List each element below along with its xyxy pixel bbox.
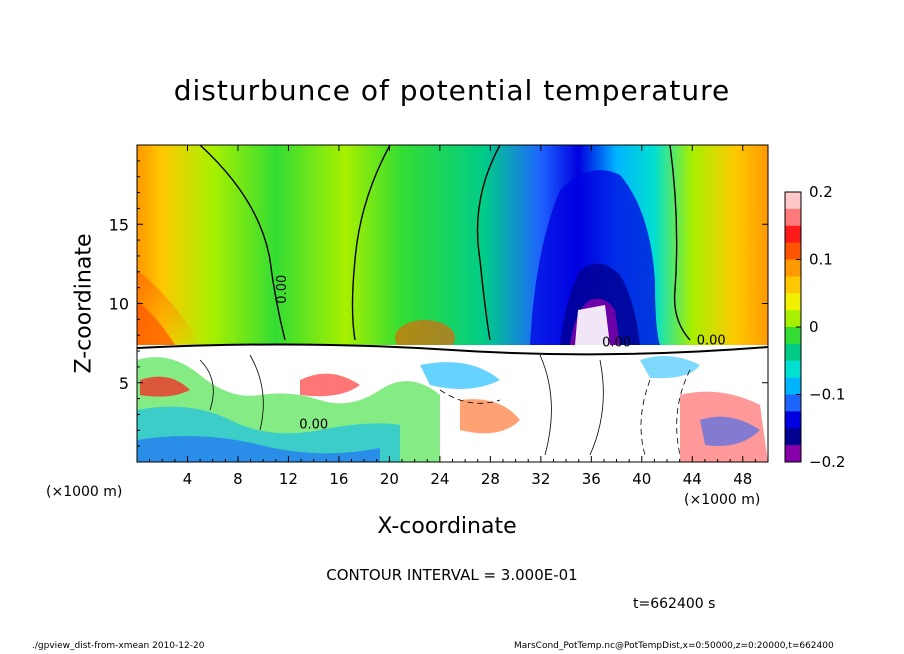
heatmap-field [137,145,768,462]
colorbar-swatch [785,394,801,412]
x-unit-label-right: (×1000 m) [684,492,761,508]
x-tick-label: 24 [430,470,449,488]
colorbar-swatch [785,310,801,328]
colorbar-tick-label: 0.2 [809,183,833,201]
contour-interval-note: CONTOUR INTERVAL = 3.000E-01 [326,566,578,584]
colorbar-swatch [785,259,801,277]
colorbar-swatch [785,377,801,395]
colorbar-swatch [785,445,801,463]
colorbar-swatch [785,360,801,379]
colorbar-tick-label: −0.2 [809,453,845,471]
x-tick-label: 4 [183,470,193,488]
colorbar-swatch [785,242,801,260]
chart-title: disturbunce of potential temperature [173,74,731,107]
x-tick-label: 12 [279,470,298,488]
x-axis-label: X-coordinate [377,514,517,539]
colorbar-swatch [785,428,801,446]
contour-label: 0.00 [275,275,290,304]
colorbar-tick-label: 0.1 [809,251,833,269]
y-axis-label: Z-coordinate [71,233,97,374]
x-tick-label: 44 [683,470,702,488]
colorbar-tick-label: 0 [809,318,819,336]
x-unit-label-left: (×1000 m) [46,484,123,500]
y-tick-label: 15 [109,215,129,234]
y-tick-label: 5 [119,374,129,393]
contour-label: 0.00 [697,334,726,349]
x-tick-label: 32 [531,470,550,488]
x-tick-label: 48 [733,470,752,488]
colorbar-swatch [785,192,801,210]
colorbar [784,191,802,463]
contour-label: 0.00 [299,418,328,433]
x-tick-label: 16 [329,470,348,488]
x-tick-label: 40 [632,470,651,488]
footer-file-info: MarsCond_PotTemp.nc@PotTempDist,x=0:5000… [514,641,834,651]
colorbar-swatch [785,327,801,345]
colorbar-swatch [785,225,801,244]
x-tick-label: 36 [582,470,601,488]
y-tick-label: 10 [109,295,129,314]
colorbar-swatch [785,276,801,294]
colorbar-swatch [785,293,801,311]
contour-label: 0.00 [602,335,631,350]
x-tick-label: 8 [233,470,243,488]
colorbar-swatch [785,343,801,362]
x-tick-label: 28 [481,470,500,488]
footer-script-info: ./gpview_dist-from-xmean 2010-12-20 [32,641,205,651]
time-label: t=662400 s [633,596,716,612]
colorbar-tick-label: −0.1 [809,386,845,404]
colorbar-swatch [785,411,801,429]
x-tick-label: 20 [380,470,399,488]
colorbar-swatch [785,208,801,227]
